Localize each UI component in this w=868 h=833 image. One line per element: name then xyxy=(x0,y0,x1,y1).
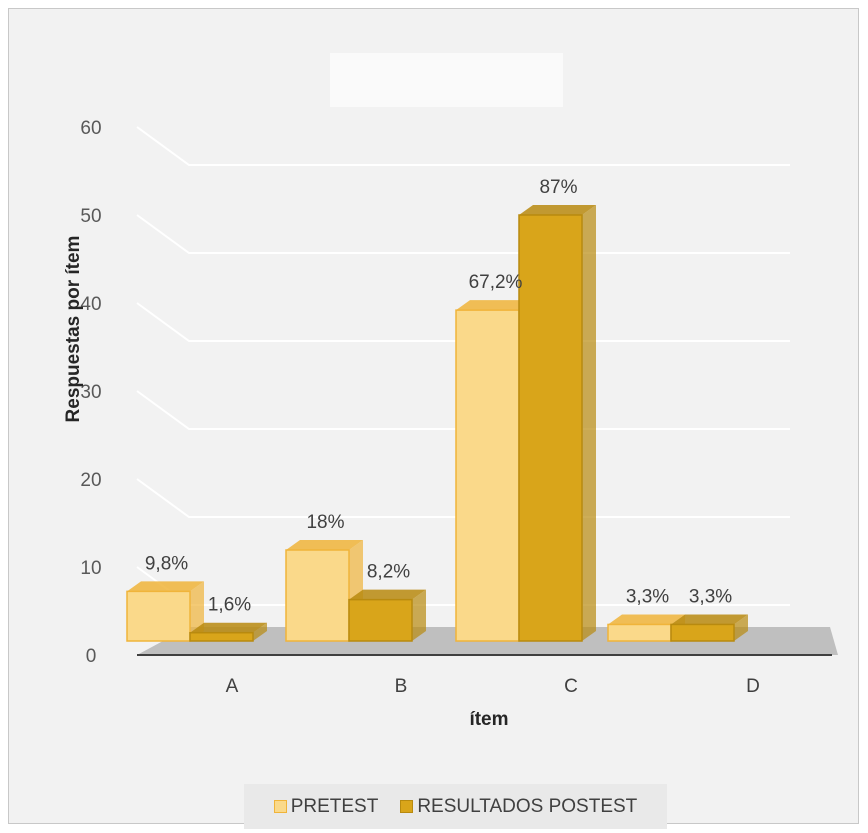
y-tick-label: 10 xyxy=(80,558,101,579)
y-tick-label: 60 xyxy=(80,118,101,139)
bar-top xyxy=(456,300,533,311)
x-tick-label: D xyxy=(746,676,760,697)
bar-side xyxy=(734,614,748,641)
x-tick-label: B xyxy=(395,676,408,697)
bar xyxy=(189,631,254,642)
bar-top xyxy=(286,540,363,551)
legend-swatch-pretest xyxy=(273,800,287,813)
x-tick-label: A xyxy=(226,676,239,697)
legend-swatch-postest xyxy=(400,800,414,813)
bar xyxy=(607,623,672,642)
y-tick-label: 20 xyxy=(80,470,101,491)
bar xyxy=(126,590,191,642)
x-axis-title: ítem xyxy=(469,709,508,730)
data-label: 3,3% xyxy=(626,586,669,607)
data-label: 8,2% xyxy=(367,562,410,583)
chart-title-area xyxy=(330,53,563,107)
y-tick-label: 50 xyxy=(80,206,101,227)
gridline xyxy=(136,214,790,254)
gridline xyxy=(136,126,790,166)
data-label: 1,6% xyxy=(208,595,251,616)
data-label: 87% xyxy=(539,177,577,198)
bar-side xyxy=(253,622,267,641)
legend-label-postest: RESULTADOS POSTEST xyxy=(417,795,638,817)
bar-top xyxy=(608,614,685,625)
data-label: 9,8% xyxy=(145,553,188,574)
bar xyxy=(518,214,583,642)
bar-top xyxy=(127,581,204,592)
x-tick-label: C xyxy=(564,676,578,697)
data-label: 67,2% xyxy=(469,272,523,293)
bar-top xyxy=(519,204,596,215)
bar xyxy=(348,598,413,642)
bar-side xyxy=(412,589,426,641)
legend-item-pretest: PRETEST xyxy=(273,795,379,818)
bar xyxy=(455,309,520,642)
legend-item-postest: RESULTADOS POSTEST xyxy=(400,796,637,818)
bar xyxy=(670,623,735,642)
legend: PRETEST RESULTADOS POSTEST xyxy=(244,784,667,829)
chart-frame: 0 10 20 30 40 50 60 A 9,8% 1,6% B 18% 8,2% C 67,2% 87% D… xyxy=(8,8,859,829)
y-tick-label: 30 xyxy=(80,382,101,403)
data-label: 3,3% xyxy=(689,586,732,607)
bar-top xyxy=(349,589,426,600)
bar-side xyxy=(582,204,596,641)
bar xyxy=(285,549,350,642)
y-tick-label: 40 xyxy=(80,294,101,315)
data-label: 18% xyxy=(306,512,344,533)
chart-plot: 0 10 20 30 40 50 60 A 9,8% 1,6% B 18% 8,2% C 67,2% 87% D… xyxy=(63,118,838,730)
bar-top xyxy=(190,622,267,633)
legend-label-pretest: PRETEST xyxy=(290,795,379,817)
y-axis-title: Respuestas por ítem xyxy=(63,236,84,423)
bar-top xyxy=(671,614,748,625)
y-tick-label: 0 xyxy=(86,646,97,667)
